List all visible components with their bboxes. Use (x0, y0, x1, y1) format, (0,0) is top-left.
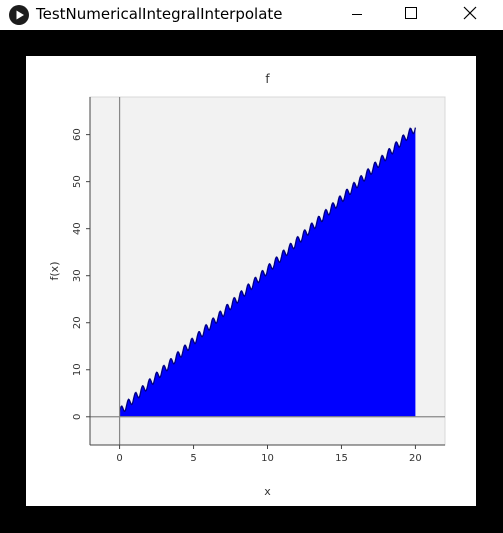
maximize-icon (388, 0, 434, 30)
y-tick-label: 10 (72, 363, 83, 376)
x-axis-label: x (264, 485, 271, 498)
minimize-icon (334, 0, 380, 30)
window-title: TestNumericalIntegralInterpolate (36, 5, 283, 23)
play-circle-icon (9, 5, 29, 25)
chart-title: f (265, 72, 270, 86)
y-tick-label: 20 (72, 316, 83, 329)
y-tick-label: 60 (72, 128, 83, 141)
chart-panel: 0 5 10 15 20 0 10 20 30 40 50 60 f x f(x) (26, 56, 476, 506)
maximize-button[interactable] (388, 0, 434, 30)
x-tick-label: 10 (261, 453, 274, 464)
x-tick-label: 15 (335, 453, 348, 464)
y-tick-label: 40 (72, 222, 83, 235)
y-tick-label: 0 (72, 414, 83, 420)
y-tick-label: 30 (72, 269, 83, 282)
x-tick-label: 5 (190, 453, 196, 464)
plot-svg: 0 5 10 15 20 0 10 20 30 40 50 60 f x f(x) (26, 56, 476, 506)
close-button[interactable] (446, 0, 492, 30)
x-tick-label: 20 (409, 453, 422, 464)
title-bar: TestNumericalIntegralInterpolate (0, 0, 503, 30)
close-icon (446, 0, 492, 30)
minimize-button[interactable] (334, 0, 380, 30)
y-tick-label: 50 (72, 175, 83, 188)
x-tick-label: 0 (116, 453, 122, 464)
y-axis-label: f(x) (48, 262, 61, 281)
